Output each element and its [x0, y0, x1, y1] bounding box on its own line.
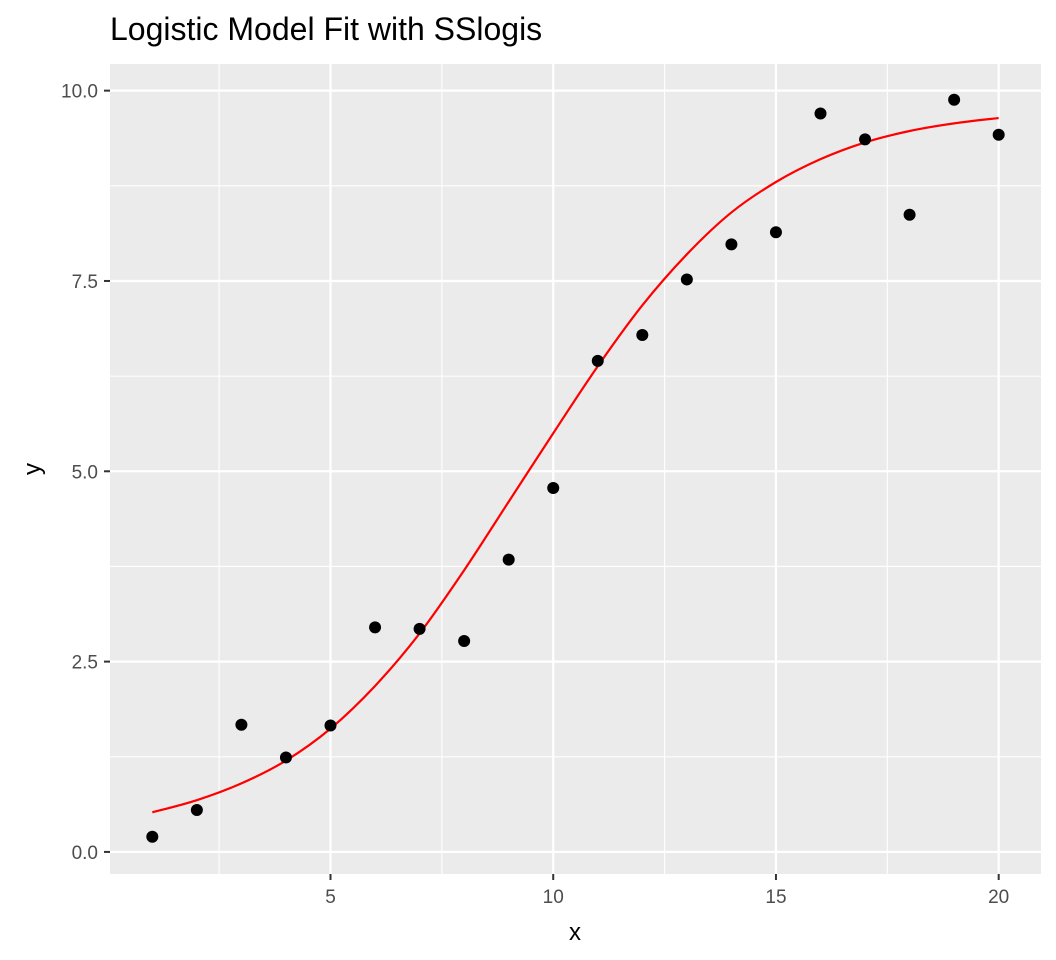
y-tick-label: 7.5	[72, 272, 98, 293]
data-point	[413, 622, 426, 635]
plot-panel	[110, 64, 1041, 874]
x-tick-label: 15	[765, 887, 786, 908]
x-tick-label: 5	[325, 887, 336, 908]
data-point	[146, 830, 159, 843]
data-point	[725, 238, 738, 251]
data-points	[146, 93, 1005, 843]
data-point	[948, 93, 961, 106]
data-point	[458, 635, 471, 648]
fit-curve	[152, 116, 999, 814]
x-axis-title: x	[569, 919, 581, 946]
y-tick-label: 5.0	[72, 462, 98, 483]
data-point	[324, 719, 337, 732]
data-point	[235, 718, 248, 731]
data-point	[859, 133, 872, 146]
data-point	[547, 482, 560, 495]
x-axis: 5 10 15 20	[325, 874, 1009, 908]
data-point	[680, 273, 693, 286]
data-point	[279, 751, 292, 764]
data-point	[992, 128, 1005, 141]
x-tick-label: 20	[988, 887, 1009, 908]
data-point	[369, 621, 382, 634]
minor-gridlines	[110, 64, 1041, 874]
data-point	[814, 107, 827, 120]
data-point	[769, 226, 782, 239]
y-axis: 0.0 2.5 5.0 7.5 10.0	[61, 82, 110, 864]
chart-title: Logistic Model Fit with SSlogis	[110, 11, 542, 47]
data-point	[636, 329, 649, 342]
data-point	[591, 354, 604, 367]
x-tick-label: 10	[543, 887, 564, 908]
major-gridlines	[110, 64, 1041, 874]
data-point	[502, 553, 515, 566]
y-tick-label: 2.5	[72, 653, 98, 674]
y-tick-label: 0.0	[72, 843, 98, 864]
data-point	[190, 804, 203, 817]
y-tick-label: 10.0	[61, 82, 98, 103]
data-point	[903, 208, 916, 221]
y-axis-title: y	[19, 463, 46, 475]
